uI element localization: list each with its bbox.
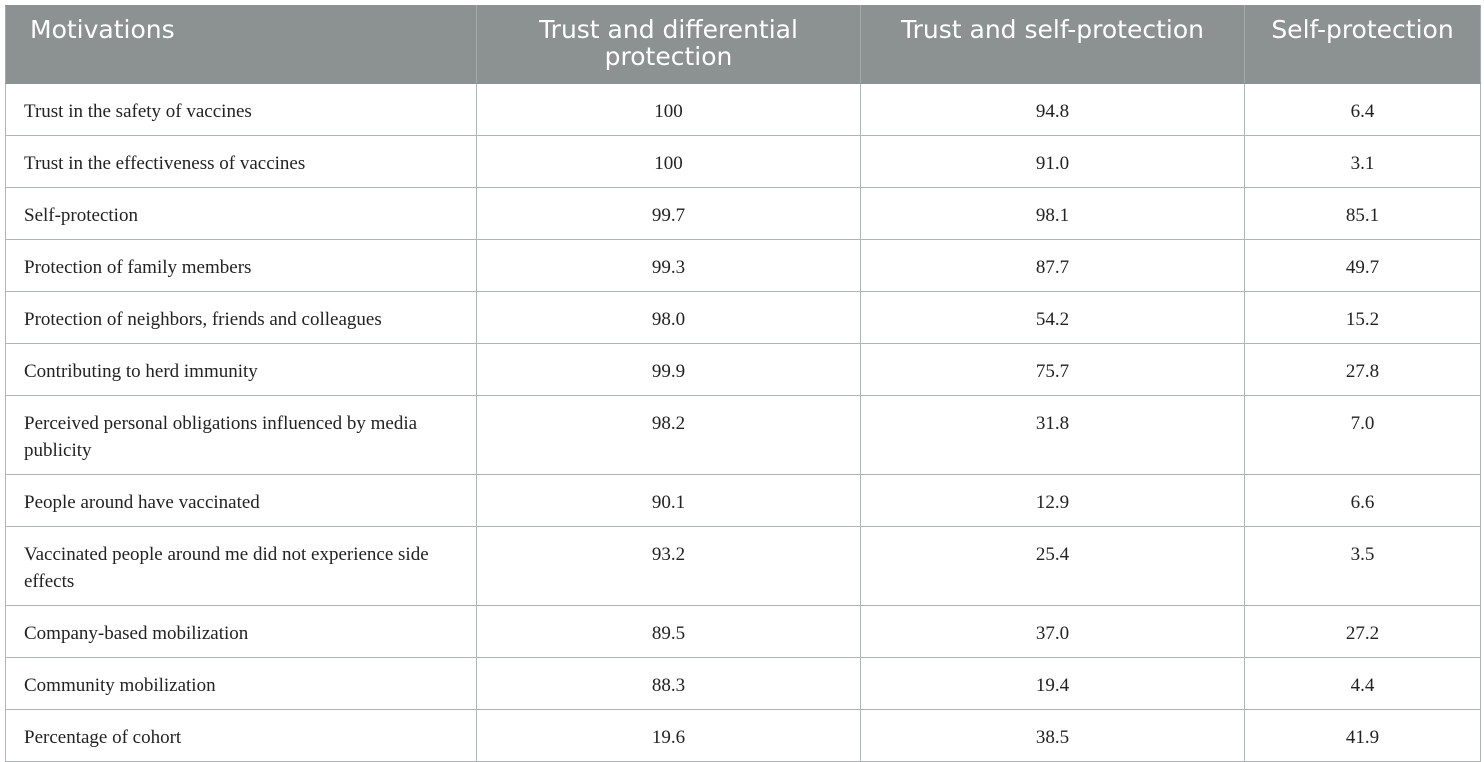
row-label: Company-based mobilization [5, 605, 477, 658]
cell-self-protection: 15.2 [1244, 291, 1481, 344]
cell-self-protection: 85.1 [1244, 187, 1481, 240]
cell-self-protection: 3.1 [1244, 135, 1481, 188]
cell-trust-self-protection: 19.4 [860, 657, 1245, 710]
row-label: Self-protection [5, 187, 477, 240]
cell-self-protection: 6.4 [1244, 83, 1481, 136]
table-row: Contributing to herd immunity 99.9 75.7 … [5, 343, 1481, 396]
table-row: Protection of neighbors, friends and col… [5, 291, 1481, 344]
cell-trust-self-protection: 38.5 [860, 709, 1245, 762]
cell-trust-differential-protection: 99.9 [476, 343, 861, 396]
row-label: People around have vaccinated [5, 474, 477, 527]
cell-trust-self-protection: 98.1 [860, 187, 1245, 240]
table-row: Percentage of cohort 19.6 38.5 41.9 [5, 709, 1481, 762]
table-row: Perceived personal obligations influence… [5, 395, 1481, 475]
table-row: Trust in the effectiveness of vaccines 1… [5, 135, 1481, 188]
table-row: Trust in the safety of vaccines 100 94.8… [5, 83, 1481, 136]
table-row: Company-based mobilization 89.5 37.0 27.… [5, 605, 1481, 658]
cell-trust-self-protection: 37.0 [860, 605, 1245, 658]
table-row: People around have vaccinated 90.1 12.9 … [5, 474, 1481, 527]
row-label: Contributing to herd immunity [5, 343, 477, 396]
cell-self-protection: 27.2 [1244, 605, 1481, 658]
cell-self-protection: 4.4 [1244, 657, 1481, 710]
cell-trust-differential-protection: 99.3 [476, 239, 861, 292]
cell-trust-self-protection: 54.2 [860, 291, 1245, 344]
row-label: Trust in the safety of vaccines [5, 83, 477, 136]
header-trust-differential-protection: Trust and differential protection [476, 5, 861, 84]
cell-trust-self-protection: 25.4 [860, 526, 1245, 606]
cell-trust-differential-protection: 98.2 [476, 395, 861, 475]
cell-trust-differential-protection: 98.0 [476, 291, 861, 344]
cell-self-protection: 3.5 [1244, 526, 1481, 606]
cell-trust-self-protection: 87.7 [860, 239, 1245, 292]
row-label: Protection of neighbors, friends and col… [5, 291, 477, 344]
cell-trust-self-protection: 75.7 [860, 343, 1245, 396]
cell-self-protection: 49.7 [1244, 239, 1481, 292]
row-label: Community mobilization [5, 657, 477, 710]
row-label: Trust in the effectiveness of vaccines [5, 135, 477, 188]
cell-trust-self-protection: 12.9 [860, 474, 1245, 527]
row-label: Percentage of cohort [5, 709, 477, 762]
table-row: Protection of family members 99.3 87.7 4… [5, 239, 1481, 292]
cell-trust-differential-protection: 93.2 [476, 526, 861, 606]
cell-trust-self-protection: 31.8 [860, 395, 1245, 475]
cell-trust-differential-protection: 88.3 [476, 657, 861, 710]
cell-self-protection: 6.6 [1244, 474, 1481, 527]
cell-trust-differential-protection: 90.1 [476, 474, 861, 527]
header-trust-self-protection: Trust and self-protection [860, 5, 1245, 84]
row-label: Protection of family members [5, 239, 477, 292]
cell-self-protection: 41.9 [1244, 709, 1481, 762]
cell-trust-self-protection: 94.8 [860, 83, 1245, 136]
cell-self-protection: 7.0 [1244, 395, 1481, 475]
table-row: Community mobilization 88.3 19.4 4.4 [5, 657, 1481, 710]
row-label: Perceived personal obligations influence… [5, 395, 477, 475]
motivations-table: Motivations Trust and differential prote… [5, 5, 1481, 762]
cell-trust-differential-protection: 19.6 [476, 709, 861, 762]
table-row: Vaccinated people around me did not expe… [5, 526, 1481, 606]
table-header: Motivations Trust and differential prote… [5, 5, 1481, 84]
header-self-protection: Self-protection [1244, 5, 1481, 84]
cell-trust-self-protection: 91.0 [860, 135, 1245, 188]
table-body: Trust in the safety of vaccines 100 94.8… [5, 83, 1481, 762]
cell-self-protection: 27.8 [1244, 343, 1481, 396]
header-row: Motivations Trust and differential prote… [5, 5, 1481, 84]
cell-trust-differential-protection: 100 [476, 135, 861, 188]
cell-trust-differential-protection: 100 [476, 83, 861, 136]
cell-trust-differential-protection: 89.5 [476, 605, 861, 658]
row-label: Vaccinated people around me did not expe… [5, 526, 477, 606]
cell-trust-differential-protection: 99.7 [476, 187, 861, 240]
table-row: Self-protection 99.7 98.1 85.1 [5, 187, 1481, 240]
header-motivations: Motivations [5, 5, 477, 84]
